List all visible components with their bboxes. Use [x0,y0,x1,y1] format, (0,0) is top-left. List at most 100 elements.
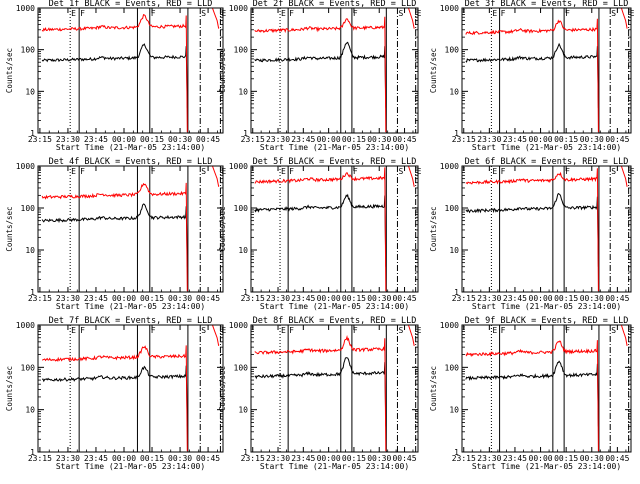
x-tick-label: 23:45 [291,454,315,463]
x-axis-label: Start Time (21-Mar-05 23:14:00) [56,143,205,152]
chart-title: Det 3f BLACK = Events, RED = LLD [465,0,629,9]
x-tick-label: 00:30 [168,135,192,144]
event-marker-label: E [221,326,226,335]
x-tick-label: 23:30 [266,294,290,303]
chart-panel-7: Det 7f BLACK = Events, RED = LLD 1 10 100 10… [5,316,226,471]
lld-series-line [41,345,188,452]
y-tick-label: 10 [449,246,459,255]
event-marker-label: E [221,9,226,18]
event-marker-label: S [398,167,403,176]
lld-series-tail [408,8,415,29]
event-marker-label: F [151,9,156,18]
events-series-line [254,193,387,267]
y-tick-label: 1 [30,129,35,138]
y-axis-label: Counts/sec [429,48,438,93]
y-tick-label: 1000 [16,321,35,330]
x-tick-label: 23:45 [291,294,315,303]
x-tick-label: 23:45 [291,135,315,144]
lld-series-tail [212,325,220,346]
y-axis-label: Counts/sec [429,366,438,411]
event-marker-label: E [492,9,497,18]
event-marker-label: F [289,326,294,335]
event-marker-label: F [501,9,506,18]
x-tick-label: 23:30 [477,135,501,144]
x-tick-label: 00:45 [605,135,629,144]
x-tick-label: 00:00 [317,454,341,463]
chart-panel-6: Det 6f BLACK = Events, RED = LLD 1 10 100 10… [429,157,635,311]
x-tick-label: 00:15 [140,294,164,303]
y-tick-label: 1 [30,288,35,297]
plot-frame [37,324,224,453]
y-axis-label: Counts/sec [5,206,14,251]
x-tick-label: 23:30 [56,454,80,463]
x-axis-label: Start Time (21-Mar-05 23:14:00) [472,143,621,152]
y-tick-label: 1 [243,129,248,138]
lld-series-line [41,182,188,292]
event-marker-label: F [565,167,570,176]
x-tick-label: 00:00 [529,294,553,303]
x-tick-label: 00:00 [529,454,553,463]
events-series-line [465,42,599,108]
x-tick-label: 00:45 [605,294,629,303]
x-tick-label: 00:30 [367,294,391,303]
x-tick-label: 00:45 [196,454,220,463]
event-marker-label: F [289,167,294,176]
y-tick-label: 10 [238,87,248,96]
x-tick-label: 00:30 [168,454,192,463]
y-tick-label: 1 [454,448,459,457]
event-marker-label: E [71,9,76,18]
plot-frame [461,7,632,134]
y-tick-label: 1000 [440,321,459,330]
event-marker-label: E [71,167,76,176]
x-tick-label: 00:15 [342,135,366,144]
x-tick-label: 00:15 [140,135,164,144]
chart-title: Det 6f BLACK = Events, RED = LLD [465,157,629,167]
y-tick-label: 100 [21,46,36,55]
event-marker-label: S [398,326,403,335]
event-marker-label: F [151,167,156,176]
x-tick-label: 23:45 [503,294,527,303]
event-marker-label: S [398,9,403,18]
plot-frame [250,324,419,453]
event-marker-label: F [80,326,85,335]
chart-title: Det 2f BLACK = Events, RED = LLD [253,0,417,9]
y-tick-label: 100 [234,46,249,55]
x-tick-label: 00:45 [392,294,416,303]
x-tick-label: 00:00 [112,135,136,144]
x-tick-label: 23:15 [28,135,52,144]
y-tick-label: 1000 [16,162,35,171]
lld-series-tail [408,325,415,346]
x-tick-label: 23:30 [56,294,80,303]
event-marker-label: F [501,167,506,176]
x-tick-label: 00:15 [554,454,578,463]
y-tick-label: 1 [243,288,248,297]
x-tick-label: 23:15 [452,294,476,303]
event-marker-label: E [417,9,422,18]
events-series-line [41,365,188,427]
y-tick-label: 10 [25,246,35,255]
event-marker-label: F [565,9,570,18]
event-marker-label: F [80,167,85,176]
y-axis-label: Counts/sec [218,206,227,251]
x-tick-label: 23:45 [84,294,108,303]
x-axis-label: Start Time (21-Mar-05 23:14:00) [56,462,205,471]
events-series-line [41,43,188,108]
event-marker-label: F [501,326,506,335]
lld-series-line [254,334,387,452]
x-tick-label: 00:00 [112,454,136,463]
events-series-line [465,192,599,267]
x-tick-label: 23:30 [266,135,290,144]
y-axis-label: Counts/sec [429,206,438,251]
event-marker-label: E [630,9,635,18]
y-tick-label: 1 [243,448,248,457]
lld-series-line [41,14,188,133]
y-tick-label: 1000 [229,162,248,171]
event-marker-label: S [201,167,206,176]
events-series-line [254,41,387,108]
chart-title: Det 5f BLACK = Events, RED = LLD [253,157,417,167]
lld-series-line [254,16,387,133]
event-marker-label: F [353,326,358,335]
y-tick-label: 100 [234,204,249,213]
x-tick-label: 00:15 [342,294,366,303]
